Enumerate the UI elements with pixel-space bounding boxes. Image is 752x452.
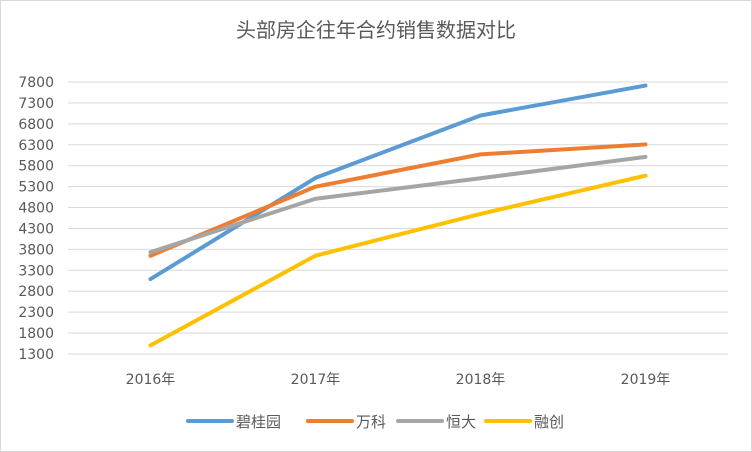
series-line-融创 <box>148 173 648 348</box>
y-tick-label: 7300 <box>18 96 54 112</box>
y-tick-label: 6800 <box>18 117 54 133</box>
y-tick-label: 3300 <box>18 263 54 279</box>
chart-title: 头部房企往年合约销售数据对比 <box>236 18 516 42</box>
series-line-万科 <box>148 142 648 258</box>
legend-label: 融创 <box>534 413 564 431</box>
y-tick-label: 4800 <box>18 201 54 217</box>
series-line-恒大 <box>148 154 648 255</box>
legend-label: 碧桂园 <box>236 413 281 431</box>
x-tick-label: 2018年 <box>456 372 506 388</box>
legend-label: 恒大 <box>446 413 476 431</box>
y-tick-label: 5800 <box>18 159 54 175</box>
legend-label: 万科 <box>356 413 386 431</box>
y-tick-label: 1300 <box>18 347 54 363</box>
y-tick-label: 2300 <box>18 305 54 321</box>
y-tick-label: 7800 <box>18 75 54 91</box>
y-tick-label: 1800 <box>18 326 54 342</box>
y-tick-label: 4300 <box>18 221 54 237</box>
x-tick-label: 2017年 <box>291 372 341 388</box>
y-tick-label: 5300 <box>18 180 54 196</box>
x-tick-label: 2016年 <box>126 372 176 388</box>
y-tick-label: 3800 <box>18 242 54 258</box>
series-line-碧桂园 <box>148 83 648 282</box>
y-tick-label: 6300 <box>18 138 54 154</box>
x-tick-label: 2019年 <box>621 372 671 388</box>
y-tick-label: 2800 <box>18 284 54 300</box>
